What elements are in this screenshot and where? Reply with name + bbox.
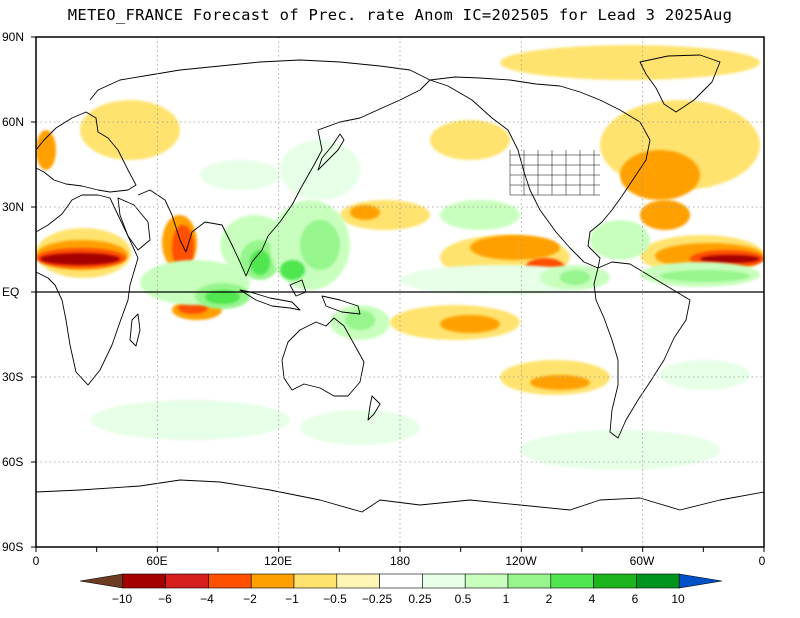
colorbar-label: 1 [502,592,510,606]
coastline-segment [117,197,151,251]
colorbar-label: −10 [111,592,133,606]
colorbar-label: 0.5 [454,592,472,606]
lon-label-0-east: 0 [758,554,766,568]
coastline-segment [36,479,764,513]
colorbar-swatch [122,573,166,589]
lat-label-30s: 30S [2,370,24,384]
lon-label-120w: 120W [505,554,537,568]
lat-label-60n: 60N [2,115,25,129]
colorbar-swatch [165,573,209,589]
lon-label-0: 0 [32,554,40,568]
colorbar-label: −2 [243,592,257,606]
anomaly-patch [178,302,208,314]
anomaly-patch [470,235,560,260]
colorbar-swatch [550,573,594,589]
anomaly-patch [590,220,650,260]
lat-label-90s: 90S [2,540,24,554]
anomaly-layer [36,45,764,470]
coastline-segment [367,395,381,421]
coastline-segment [89,59,431,277]
lon-label-60w: 60W [629,554,655,568]
coastline-segment [36,194,139,386]
anomaly-patch [500,45,760,80]
anomaly-patch [530,375,590,390]
colorbar-arrow-low [79,573,124,589]
colorbar-label: −0.5 [323,592,347,606]
coastline-segment [321,295,361,315]
lon-label-60e: 60E [146,554,168,568]
lat-label-90n: 90N [2,30,25,44]
colorbar-swatch [379,573,423,589]
colorbar-label: −1 [285,592,299,606]
colorbar-label: −4 [200,592,214,606]
anomaly-patch [660,270,750,282]
colorbar-swatch [507,573,552,589]
colorbar-swatch [636,573,680,589]
colorbar-swatch [208,573,252,589]
colorbar-label: 0.25 [408,592,432,606]
lat-label-60s: 60S [2,455,24,469]
lat-label-eq: EQ [2,285,20,299]
lon-label-120e: 120E [263,554,293,568]
coastline-segment [429,76,651,269]
coastline-segment [317,133,345,171]
coastline-segment [281,317,365,397]
colorbar-label: 10 [671,592,685,606]
lon-label-180: 180 [389,554,411,568]
lat-label-30n: 30N [2,200,25,214]
colorbar-label: −0.25 [361,592,393,606]
anomaly-patch [205,290,240,304]
anomaly-patch [36,130,56,170]
coastline-segment [639,54,721,113]
coastline-segment [593,261,691,439]
coastlines [36,54,764,513]
colorbar [79,573,723,589]
anomaly-patch [660,360,750,390]
anomaly-patch [200,160,280,190]
coastline-segment [129,313,141,347]
colorbar-label: 6 [631,592,639,606]
anomaly-patch [172,225,194,270]
anomaly-patch [620,150,700,200]
colorbar-swatch [336,573,380,589]
colorbar-swatch [464,573,509,589]
colorbar-label: −6 [158,592,172,606]
map-title: METEO_FRANCE Forecast of Prec. rate Anom… [67,6,733,24]
anomaly-patch [350,205,380,220]
colorbar-label: 4 [588,592,596,606]
anomaly-patch [430,120,510,160]
anomaly-patch [90,400,290,440]
anomaly-patch [640,200,690,230]
anomaly-patch [440,200,520,230]
anomaly-patch [40,253,120,265]
colorbar-label: 2 [545,592,553,606]
colorbar-swatch [250,573,295,589]
anomaly-patch [300,220,340,270]
colorbar-swatch [293,573,338,589]
colorbar-swatch [422,573,466,589]
anomaly-patch [280,260,305,280]
colorbar-swatch [593,573,637,589]
anomaly-patch [345,310,375,330]
colorbar-arrow-high [678,573,723,589]
anomaly-patch [300,410,420,445]
anomaly-patch [80,100,180,160]
anomaly-patch [560,270,590,285]
anomaly-patch [280,140,360,200]
anomaly-patch [700,255,760,263]
axis-ticks [31,36,765,552]
anomaly-patch [520,430,720,470]
anomaly-patch [250,250,270,275]
coastline-segment [239,289,301,311]
coastline-segment [36,111,137,193]
anomaly-patch [440,315,500,333]
